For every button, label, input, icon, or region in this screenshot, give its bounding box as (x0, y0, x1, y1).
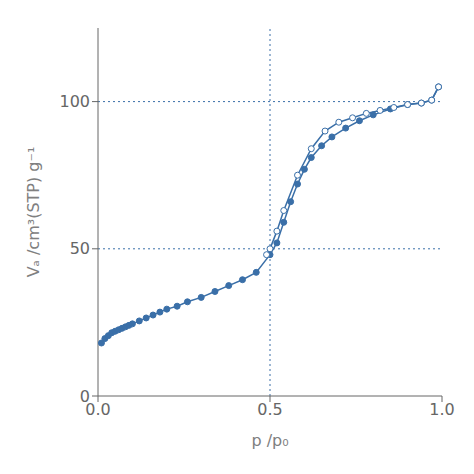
svg-text:0.5: 0.5 (257, 400, 282, 419)
svg-text:Vₐ /cm³(STP) g⁻¹: Vₐ /cm³(STP) g⁻¹ (24, 147, 43, 278)
svg-text:0: 0 (80, 387, 90, 406)
svg-text:100: 100 (59, 92, 90, 111)
svg-text:1.0: 1.0 (429, 400, 454, 419)
svg-text:p /p₀: p /p₀ (251, 431, 288, 450)
svg-text:0.0: 0.0 (85, 400, 111, 420)
svg-text:50: 50 (70, 239, 90, 258)
